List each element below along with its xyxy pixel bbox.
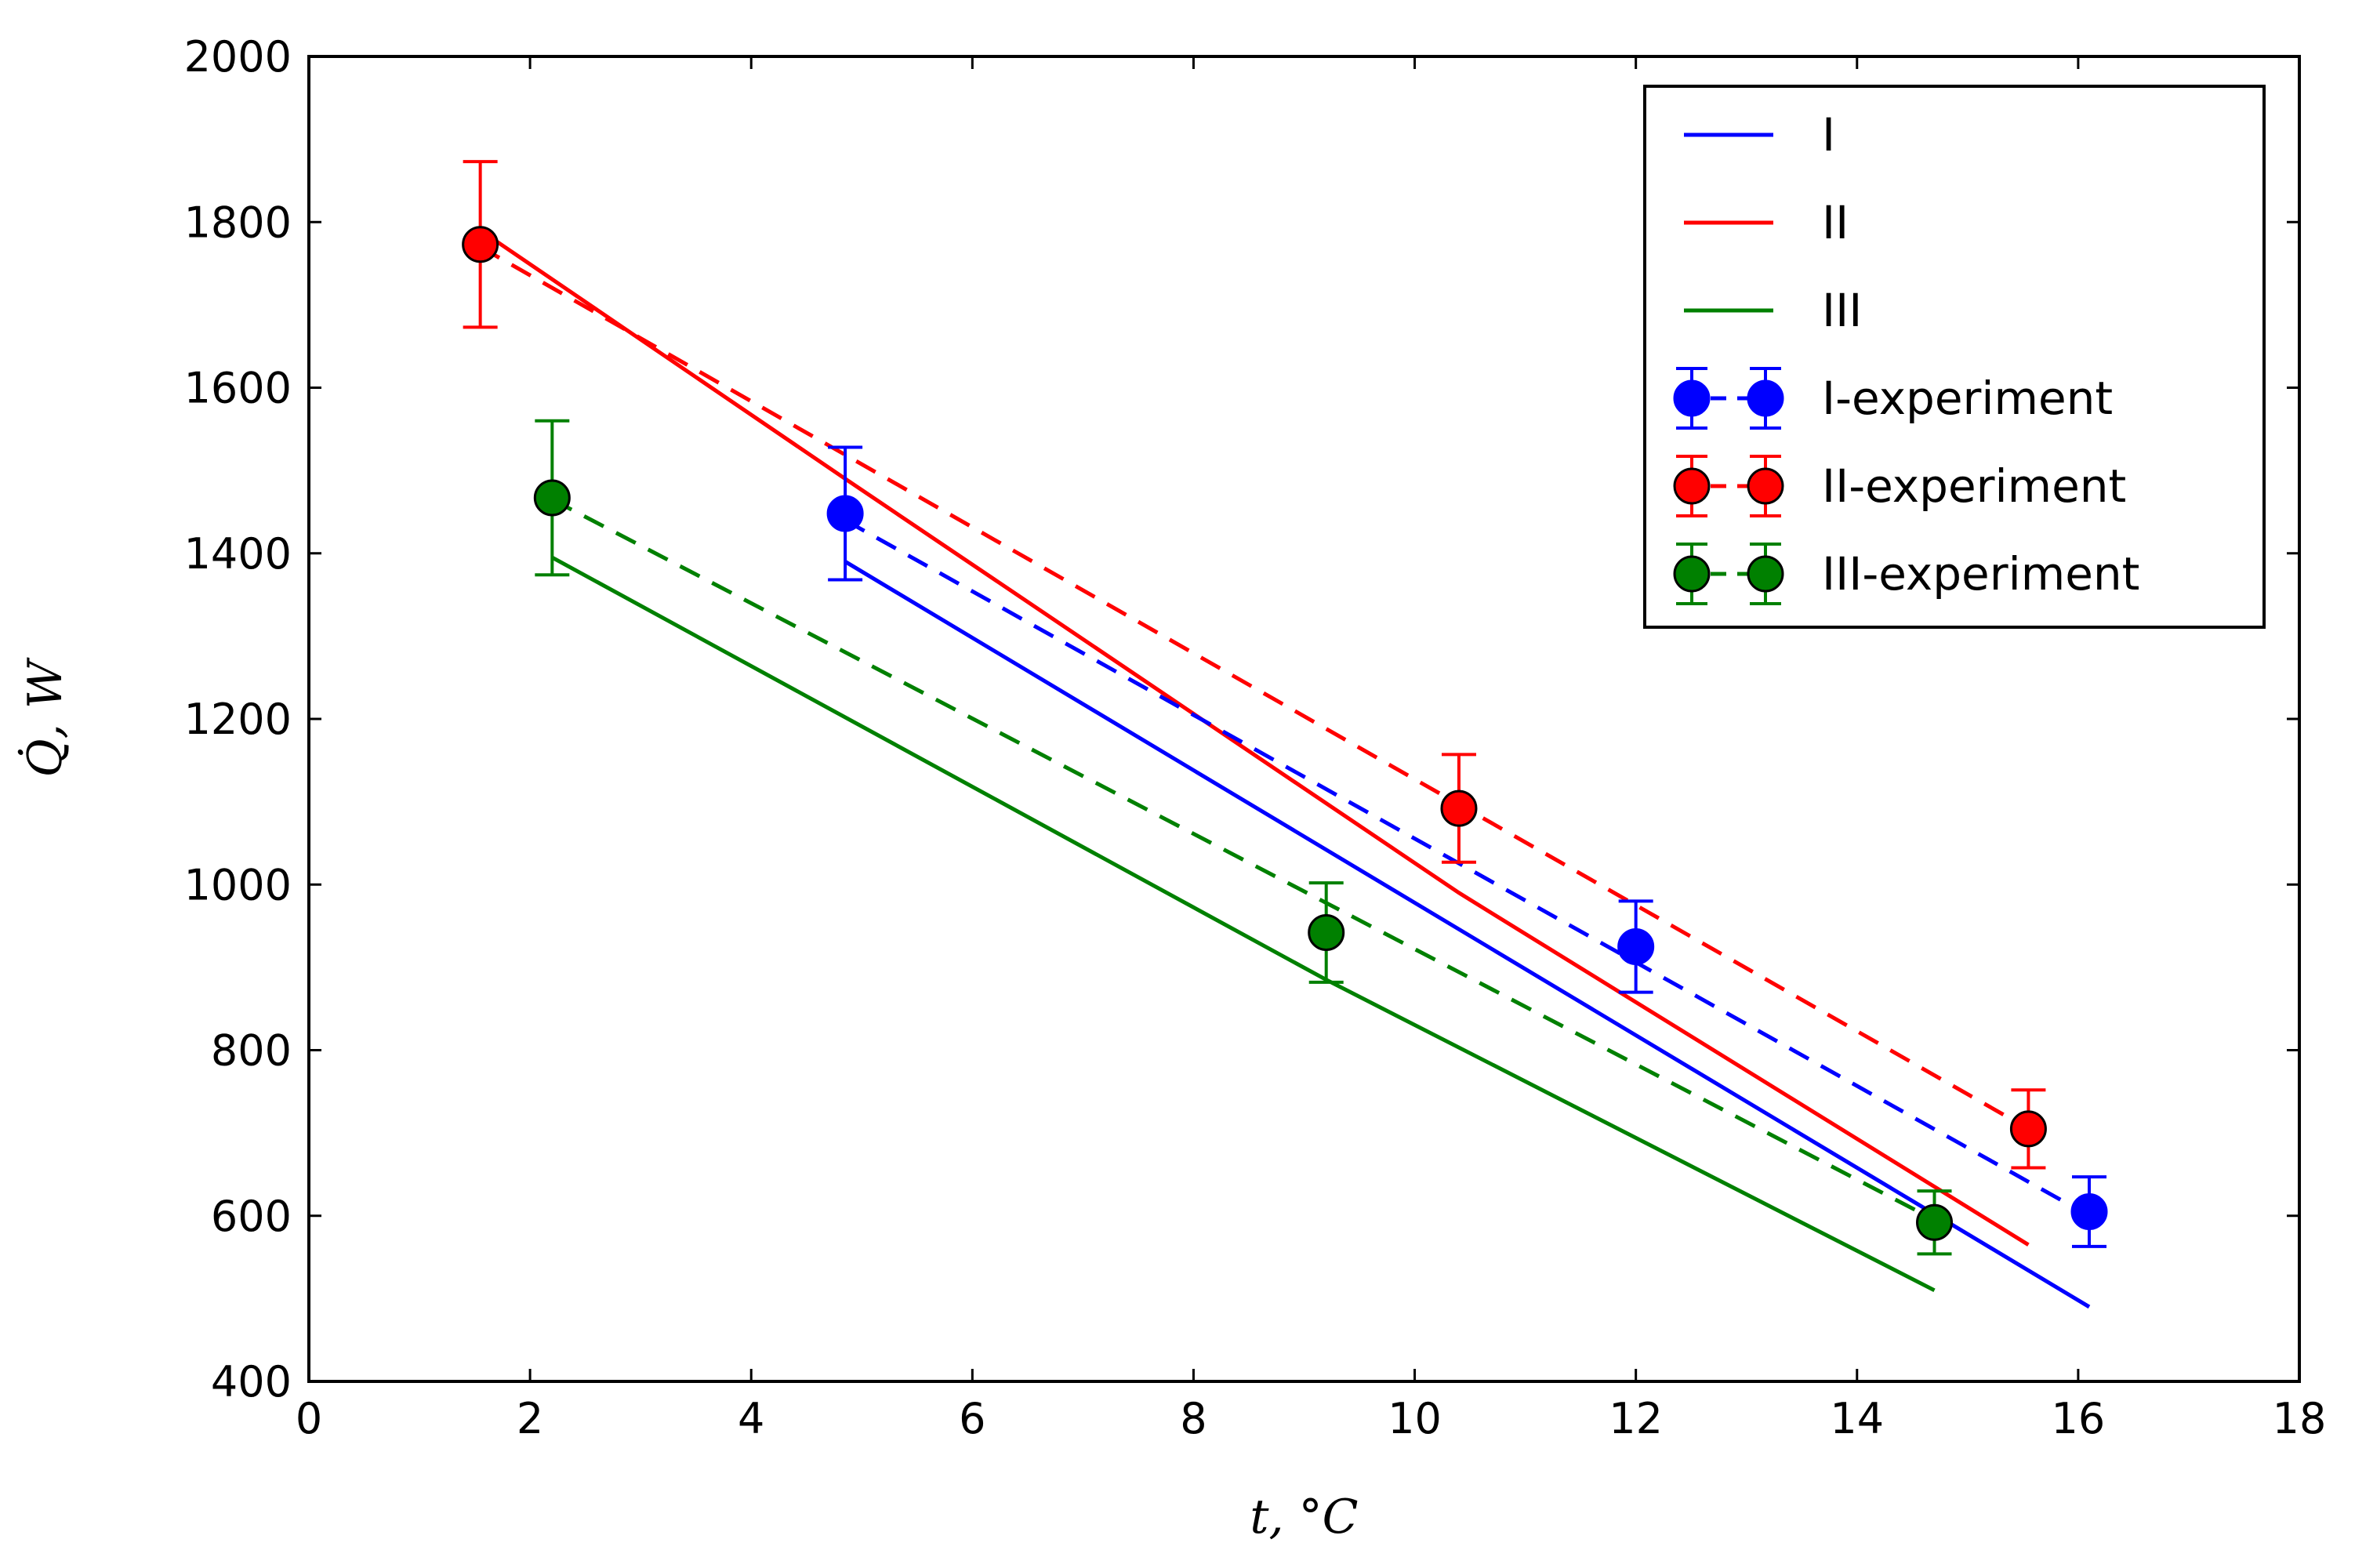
marker — [826, 495, 864, 532]
series-dashed-II-fit — [479, 245, 2030, 1131]
legend-label: II-experiment — [1822, 459, 2126, 513]
legend-label: I-experiment — [1822, 372, 2113, 425]
legend-item-I: I — [1684, 108, 1835, 162]
legend-box — [1643, 85, 2266, 629]
y-axis-label: Q̇, W — [17, 657, 73, 777]
legend-label: III-experiment — [1822, 547, 2139, 601]
legend-label: III — [1822, 284, 1862, 337]
data-point-III-experiment-2 — [1916, 1189, 1954, 1256]
data-point-II-experiment-0 — [462, 160, 499, 329]
legend-marker — [1747, 555, 1784, 593]
marker — [1916, 1203, 1954, 1241]
y-tick-label: 600 — [211, 1192, 292, 1241]
series-dashed-I-fit — [844, 518, 2091, 1218]
axes: 0 2 4 6 8 10 12 14 16 18 400 600 800 1000 1200 1400 1600… — [184, 32, 2327, 1443]
x-tick-label: 6 — [959, 1394, 985, 1443]
series-line-II — [479, 228, 2030, 1247]
series-dashed-III-fit — [551, 497, 1936, 1222]
data-point-I-experiment-1 — [1617, 899, 1655, 994]
data-point-I-experiment-0 — [826, 445, 864, 582]
legend-label: II — [1822, 196, 1849, 249]
legend-marker — [1673, 379, 1711, 417]
y-tick-label: 800 — [211, 1026, 292, 1076]
marker — [2009, 1110, 2047, 1148]
legend-item-II: II — [1684, 196, 1849, 249]
legend-item-I-experiment: I-experiment — [1673, 367, 2113, 430]
data-point-III-experiment-0 — [533, 419, 571, 577]
marker — [2070, 1192, 2108, 1230]
marker — [1617, 927, 1655, 965]
legend-marker — [1673, 555, 1711, 593]
marker — [1308, 914, 1345, 952]
marker — [1440, 789, 1478, 827]
y-tick-label: 1000 — [184, 860, 292, 909]
y-tick-label: 1400 — [184, 529, 292, 579]
x-tick-label: 12 — [1609, 1394, 1663, 1443]
legend-marker — [1673, 467, 1711, 505]
legend: IIIIIII-experimentII-experimentIII-exper… — [1643, 85, 2266, 629]
marker — [462, 226, 499, 263]
data-point-III-experiment-1 — [1308, 881, 1345, 984]
x-tick-label: 18 — [2273, 1394, 2327, 1443]
legend-item-II-experiment: II-experiment — [1673, 455, 2126, 517]
y-tick-label: 1600 — [184, 364, 292, 413]
y-tick-label: 1200 — [184, 695, 292, 744]
x-tick-label: 10 — [1388, 1394, 1442, 1443]
legend-marker — [1747, 379, 1784, 417]
legend-item-III-experiment: III-experiment — [1673, 543, 2139, 605]
legend-marker — [1747, 467, 1784, 505]
data-point-I-experiment-2 — [2070, 1175, 2108, 1248]
x-tick-label: 8 — [1180, 1394, 1207, 1443]
legend-label: I — [1822, 108, 1835, 162]
x-axis-label: t, °C — [1250, 1490, 1358, 1544]
x-tick-label: 2 — [517, 1394, 543, 1443]
legend-item-III: III — [1684, 284, 1862, 337]
data-point-II-experiment-1 — [1440, 753, 1478, 864]
plot-area — [462, 160, 2108, 1309]
y-tick-label: 2000 — [184, 32, 292, 82]
marker — [533, 479, 571, 517]
data-point-II-experiment-2 — [2009, 1088, 2047, 1170]
series-line-I — [844, 560, 2091, 1309]
y-tick-label: 400 — [211, 1357, 292, 1406]
clipped-group — [462, 160, 2108, 1309]
x-tick-label: 0 — [296, 1394, 322, 1443]
x-tick-label: 14 — [1830, 1394, 1884, 1443]
x-tick-label: 4 — [738, 1394, 764, 1443]
y-tick-label: 1800 — [184, 198, 292, 247]
x-tick-label: 16 — [2052, 1394, 2106, 1443]
